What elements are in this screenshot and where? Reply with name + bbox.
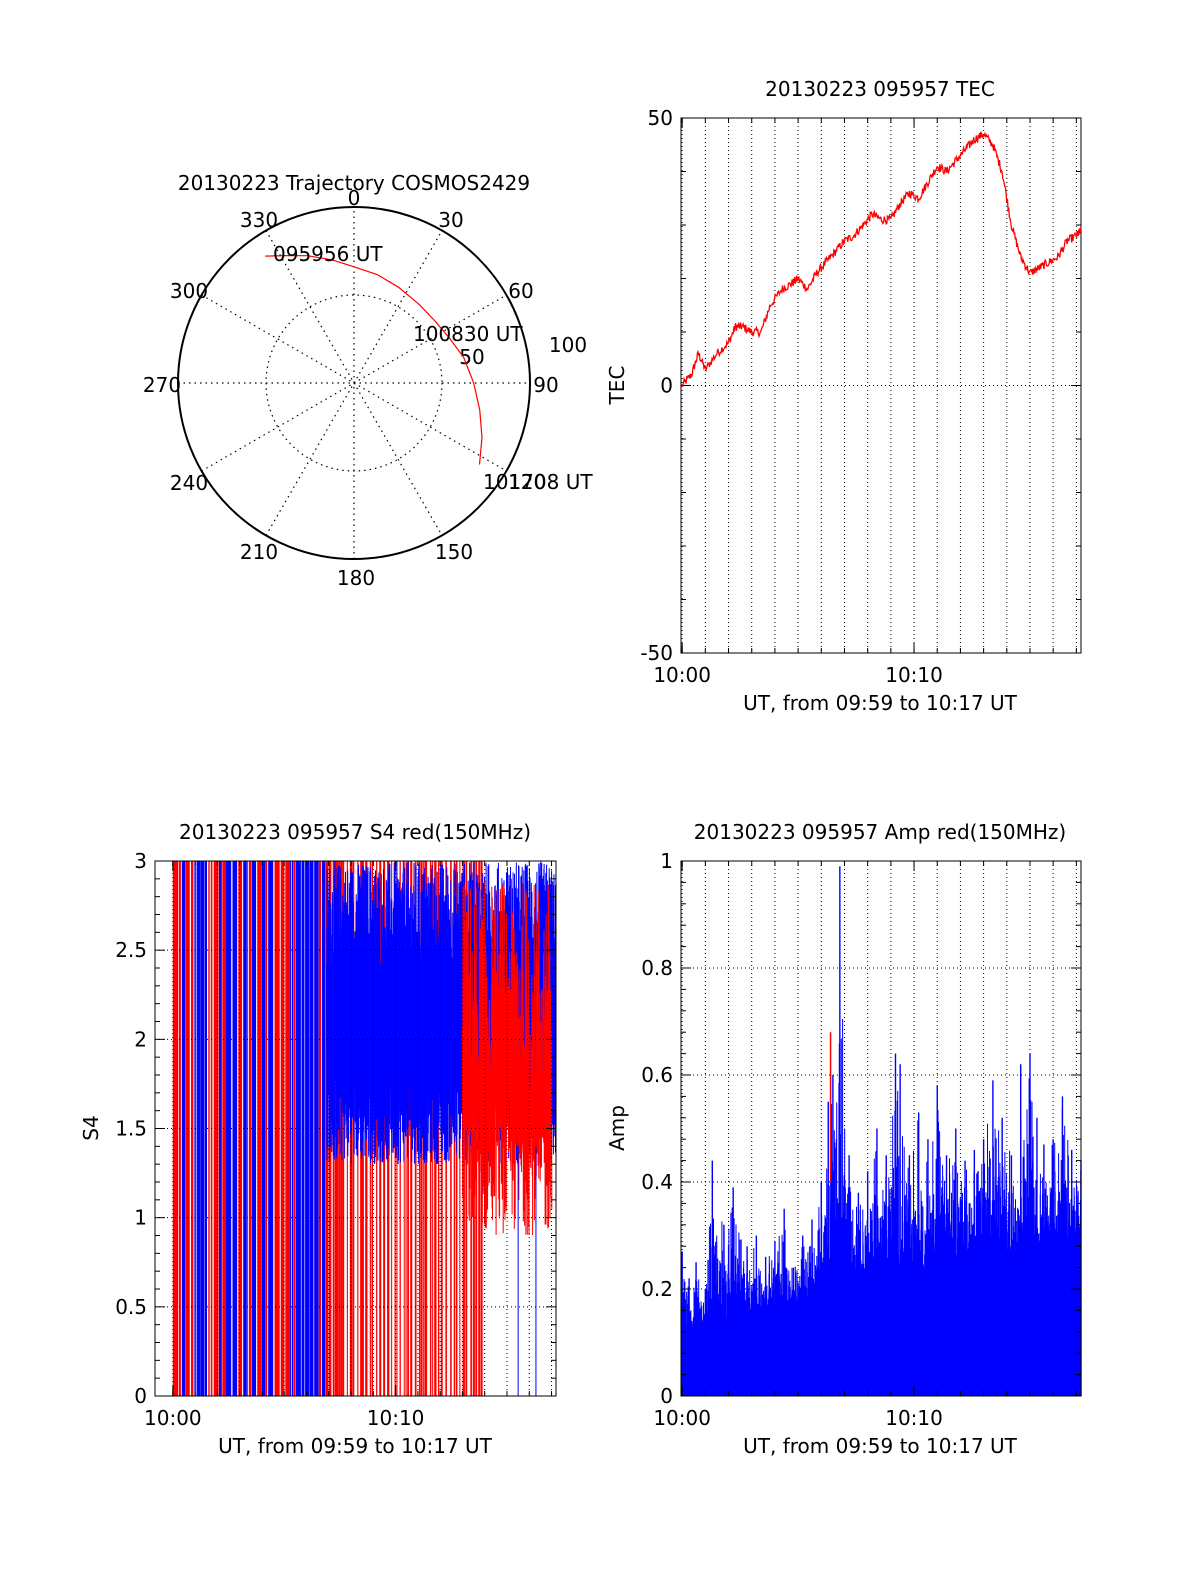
amp-xlabel: UT, from 09:59 to 10:17 UT [743, 1434, 1018, 1458]
polar-label-150: 150 [435, 540, 473, 564]
polar-label-210: 210 [240, 540, 278, 564]
tec-ytick-label: 0 [660, 374, 673, 398]
tec-ticks: -50 0 50 10:00 10:10 [640, 106, 1081, 687]
s4-ytick-label: 2.5 [115, 938, 147, 962]
amp-ytick-label: 0.6 [641, 1063, 673, 1087]
s4-stripe [314, 861, 319, 1396]
s4-ytick-label: 1 [134, 1206, 147, 1230]
s4-stripe [246, 861, 248, 1396]
amp-ylabel: Amp [605, 1105, 629, 1151]
s4-ticks: 0 0.5 1 1.5 2 2.5 3 10:00 10:10 [115, 849, 556, 1430]
tec-ytick-label: -50 [640, 641, 673, 665]
tec-panel: 20130223 095957 TEC -50 0 50 10:00 10:10 UT,… [605, 77, 1082, 715]
tec-title: 20130223 095957 TEC [765, 77, 995, 101]
polar-label-60: 60 [508, 279, 533, 303]
polar-radius-label-100: 100 [549, 333, 587, 357]
s4-stripe [191, 861, 194, 1396]
s4-xtick-label: 10:10 [367, 1406, 425, 1430]
s4-series [172, 861, 557, 1396]
polar-trajectory-line [265, 254, 483, 465]
s4-stripe [291, 861, 294, 1396]
s4-ytick-label: 2 [134, 1027, 147, 1051]
s4-ytick-label: 0.5 [115, 1295, 147, 1319]
s4-stripe [290, 861, 292, 1396]
polar-grid-spoke [265, 230, 443, 536]
polar-label-180: 180 [337, 566, 375, 590]
polar-annotation-start: 095956 UT [273, 242, 383, 266]
amp-series [681, 866, 1082, 1396]
amp-ticks: 0 0.2 0.4 0.6 0.8 1 10:00 10:10 [641, 849, 1081, 1430]
polar-label-330: 330 [240, 208, 278, 232]
s4-stripe [293, 861, 296, 1396]
amp-floor [682, 1331, 1081, 1396]
s4-stripe [196, 861, 201, 1396]
tec-xtick-label: 10:10 [885, 663, 943, 687]
amp-ytick-label: 0.2 [641, 1277, 673, 1301]
polar-grid [178, 207, 530, 559]
s4-ytick-label: 3 [134, 849, 147, 873]
s4-panel: 20130223 095957 S4 red(150MHz) 0 0.5 1 1.5 2… [79, 820, 557, 1458]
s4-stripe [268, 861, 274, 1396]
s4-xlabel: UT, from 09:59 to 10:17 UT [218, 1434, 493, 1458]
tec-xtick-label: 10:00 [653, 663, 711, 687]
s4-stripe [213, 861, 219, 1396]
polar-label-30: 30 [438, 208, 463, 232]
amp-panel: 20130223 095957 Amp red(150MHz) 00.20.40… [605, 820, 1082, 1458]
polar-label-300: 300 [170, 279, 208, 303]
s4-stripe [243, 861, 247, 1396]
s4-stripe [280, 861, 285, 1396]
s4-ylabel: S4 [79, 1115, 103, 1140]
polar-label-90: 90 [533, 373, 558, 397]
s4-stripe [238, 861, 243, 1396]
tec-grid [681, 118, 1081, 653]
polar-title: 20130223 Trajectory COSMOS2429 [178, 171, 530, 195]
polar-annotation-mid: 100830 UT [413, 322, 523, 346]
s4-ytick-label: 0 [134, 1384, 147, 1408]
amp-ytick-label: 0 [660, 1384, 673, 1408]
s4-title: 20130223 095957 S4 red(150MHz) [179, 820, 531, 844]
polar-label-270: 270 [143, 373, 181, 397]
s4-stripe [248, 861, 252, 1396]
polar-annotation-end: 101708 UT [483, 470, 593, 494]
amp-xtick-label: 10:00 [653, 1406, 711, 1430]
s4-xtick-label: 10:00 [144, 1406, 202, 1430]
tec-series-line [681, 131, 1082, 387]
amp-frame [680, 860, 1082, 1397]
polar-label-0: 0 [348, 186, 361, 210]
tec-xlabel: UT, from 09:59 to 10:17 UT [743, 691, 1018, 715]
s4-stripe [225, 861, 232, 1396]
s4-stripe [232, 861, 238, 1396]
tec-ytick-label: 50 [648, 106, 673, 130]
amp-ytick-label: 0.8 [641, 956, 673, 980]
s4-stripe [204, 861, 207, 1396]
s4-stripe [266, 861, 268, 1396]
tec-ylabel: TEC [605, 366, 629, 406]
amp-xtick-label: 10:10 [885, 1406, 943, 1430]
polar-annotation-120: 120 [508, 470, 546, 494]
amp-title: 20130223 095957 Amp red(150MHz) [694, 820, 1066, 844]
s4-stripe [219, 861, 222, 1396]
polar-angle-labels: 0 30 60 90 150 180 210 240 270 300 330 5… [143, 186, 587, 590]
polar-outer-circle [177, 206, 531, 560]
s4-stripe [274, 861, 280, 1396]
polar-panel: 20130223 Trajectory COSMOS2429 0 30 60 9… [143, 171, 593, 590]
s4-stripe [208, 861, 210, 1396]
s4-stripe [295, 861, 301, 1396]
s4-grid [155, 861, 556, 1396]
s4-stripe [200, 861, 205, 1396]
amp-ytick-label: 0.4 [641, 1170, 673, 1194]
amp-ytick-label: 1 [660, 849, 673, 873]
s4-ytick-label: 1.5 [115, 1117, 147, 1141]
polar-label-240: 240 [170, 471, 208, 495]
s4-stripe [251, 861, 257, 1396]
